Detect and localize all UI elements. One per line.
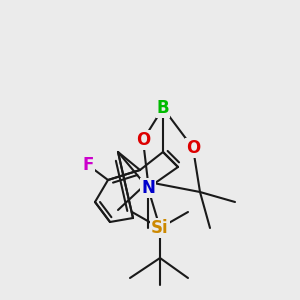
Text: F: F: [82, 156, 94, 174]
Text: O: O: [186, 139, 200, 157]
Text: O: O: [136, 131, 150, 149]
Text: Si: Si: [151, 219, 169, 237]
Text: N: N: [141, 179, 155, 197]
Text: B: B: [157, 99, 169, 117]
